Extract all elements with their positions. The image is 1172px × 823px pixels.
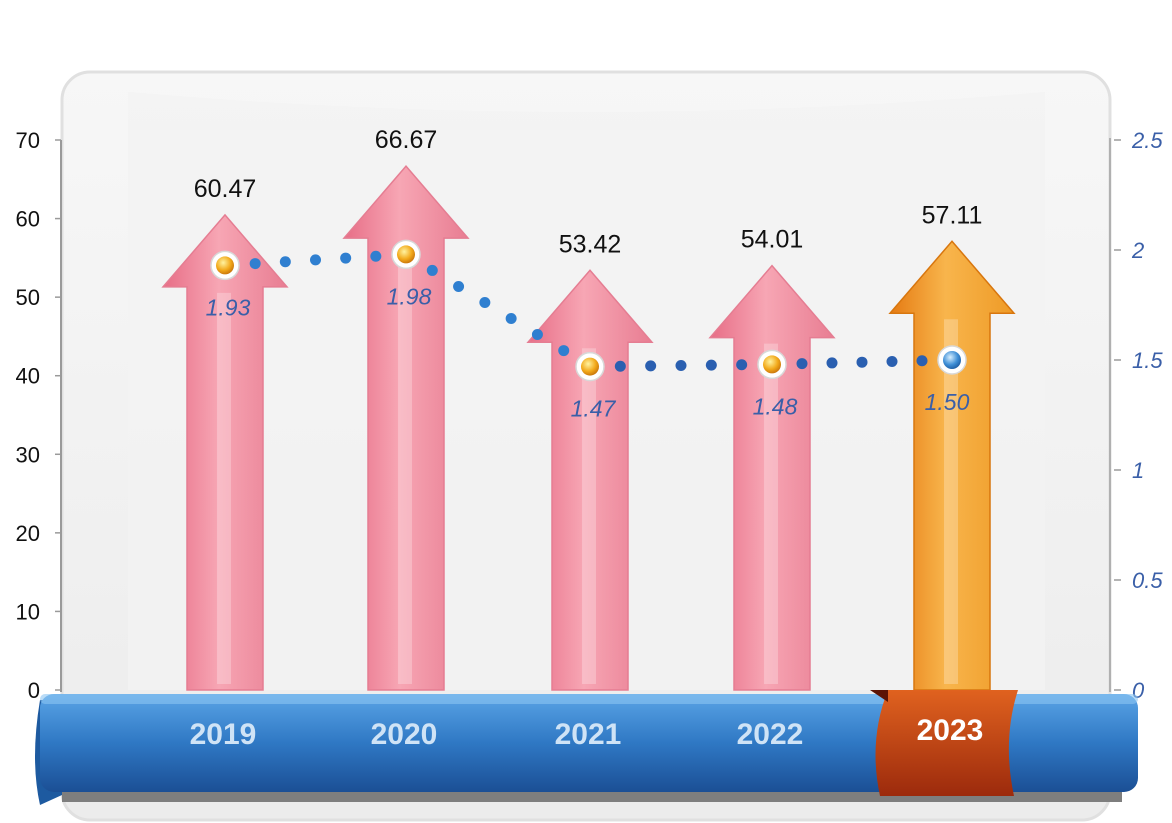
line-dot <box>558 345 570 357</box>
left-tick-label: 60 <box>16 207 40 232</box>
x-axis-label-2020: 2020 <box>371 718 438 751</box>
right-tick-label: 1.5 <box>1132 348 1163 373</box>
arrow-gloss <box>217 292 231 684</box>
line-value-label: 1.50 <box>925 389 970 415</box>
arrow-gloss <box>582 348 596 684</box>
bar-value-label: 57.11 <box>922 201 983 229</box>
line-dot <box>916 355 928 367</box>
arrow-bars <box>161 165 1016 691</box>
left-tick-label: 10 <box>16 599 40 624</box>
left-tick-label: 50 <box>16 285 40 310</box>
bar-value-label: 66.67 <box>375 126 438 154</box>
left-tick-label: 70 <box>16 128 40 153</box>
bar-value-label: 60.47 <box>194 175 257 203</box>
line-dot <box>249 258 261 270</box>
right-axis-ticks: 00.511.522.5 <box>1114 128 1163 703</box>
arrow-gloss <box>944 319 958 684</box>
line-dot <box>479 296 491 308</box>
arrow-bar-2023 <box>888 240 1016 691</box>
line-dot <box>531 329 543 341</box>
left-tick-label: 20 <box>16 521 40 546</box>
left-tick-label: 0 <box>28 678 40 703</box>
data-labels: 60.47 66.67 53.42 54.01 57.11 1.93 1.98 1.47 1.4… <box>194 126 983 421</box>
line-dot <box>505 313 517 325</box>
line-dot <box>340 252 352 264</box>
line-marker-2021 <box>581 357 599 376</box>
line-marker-2019 <box>216 256 234 275</box>
line-dot <box>675 360 687 371</box>
left-tick-label: 30 <box>16 442 40 467</box>
x-axis-label-2019: 2019 <box>190 718 257 751</box>
line-dot <box>614 360 626 372</box>
line-markers <box>210 239 967 382</box>
bar-value-label: 54.01 <box>741 226 804 254</box>
left-axis-ticks: 0 10 20 30 40 50 60 70 <box>16 128 61 703</box>
line-dot <box>705 359 717 371</box>
arrow-bar-2020 <box>342 165 470 691</box>
line-value-label: 1.93 <box>206 294 251 320</box>
left-tick-label: 40 <box>16 364 40 389</box>
highlight-year-tag <box>870 690 1018 796</box>
line-value-label: 1.48 <box>753 393 798 419</box>
line-dot <box>370 250 382 262</box>
line-marker-2022 <box>763 355 781 374</box>
x-axis-label-2021: 2021 <box>555 718 622 751</box>
right-tick-label: 0.5 <box>1132 568 1163 593</box>
line-dot <box>645 360 657 372</box>
line-value-label: 1.98 <box>387 283 432 309</box>
arrow-bar-2019 <box>161 213 289 691</box>
x-axis-ribbon <box>35 694 1138 805</box>
line-dot <box>310 254 321 266</box>
x-axis-labels: 2019 2020 2021 2022 2023 <box>190 714 984 751</box>
line-marker-2023 <box>943 351 961 369</box>
right-tick-label: 2.5 <box>1131 128 1163 153</box>
right-tick-label: 1 <box>1132 458 1144 483</box>
right-tick-label: 2 <box>1131 238 1144 263</box>
line-dot <box>826 357 838 369</box>
arrow-gloss <box>398 244 412 684</box>
x-axis-label-2022: 2022 <box>737 718 804 751</box>
line-dot <box>736 359 748 371</box>
line-dot <box>856 356 868 368</box>
dotted-line-series <box>249 250 928 372</box>
line-dot <box>796 358 808 370</box>
bar-value-label: 53.42 <box>559 230 622 258</box>
line-marker-2020 <box>397 245 415 264</box>
arrow-bar-2021 <box>526 269 654 691</box>
line-value-label: 1.47 <box>571 396 617 422</box>
arrow-gloss <box>764 343 778 684</box>
arrow-bar-2022 <box>708 264 836 691</box>
line-dot <box>426 264 438 276</box>
line-dot <box>886 355 898 367</box>
x-axis-label-2023: 2023 <box>917 714 984 747</box>
line-dot <box>453 280 465 292</box>
line-dot <box>279 256 291 268</box>
